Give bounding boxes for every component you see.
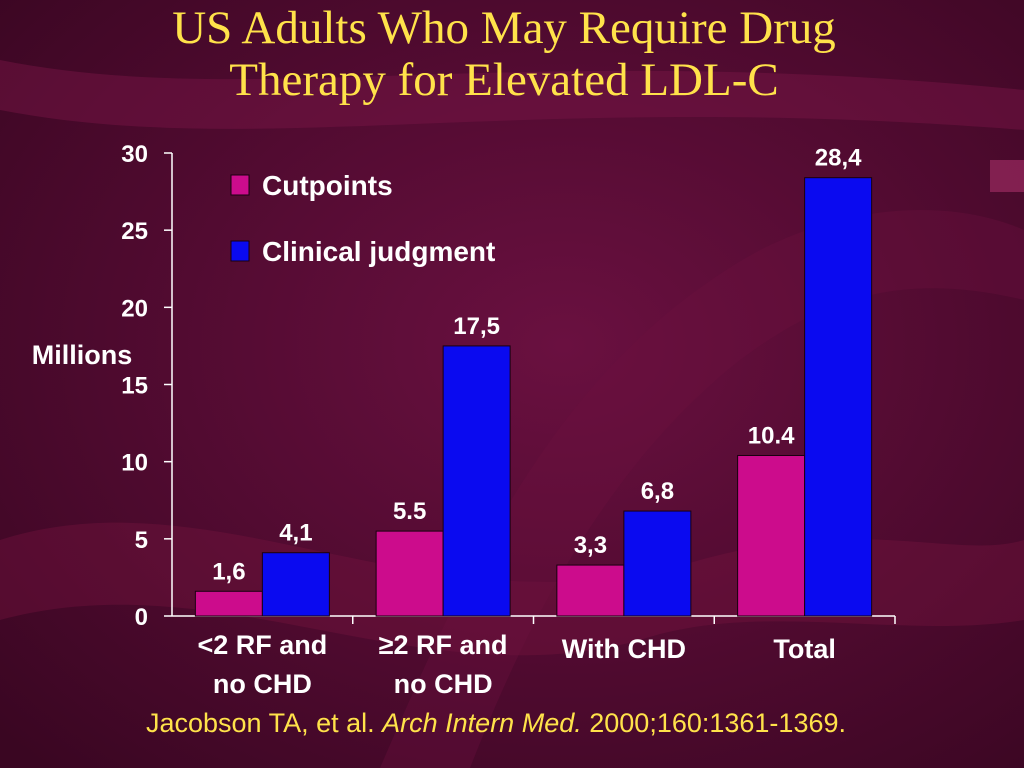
- x-category-label-line: no CHD: [213, 669, 312, 699]
- x-category-label: <2 RF and no CHD: [197, 630, 327, 699]
- legend-swatch: [230, 174, 250, 196]
- title-line-2: Therapy for Elevated LDL-C: [229, 54, 779, 106]
- x-category-label-line: With CHD: [562, 634, 686, 664]
- legend-label: Clinical judgment: [262, 236, 495, 267]
- data-label: 10.4: [748, 422, 795, 449]
- citation-authors: Jacobson TA, et al.: [145, 708, 375, 738]
- data-label: 17,5: [453, 313, 500, 340]
- legend-swatch: [230, 240, 250, 262]
- data-label: 5.5: [393, 498, 426, 525]
- y-tick-label: 10: [121, 450, 148, 477]
- y-tick-label: 15: [121, 373, 148, 400]
- citation-details: 2000;160:1361-1369.: [589, 708, 846, 738]
- y-tick-label: 0: [135, 604, 148, 631]
- bar-cutpoints: [737, 454, 806, 617]
- bar-clinical-judgment: [623, 510, 692, 617]
- x-category-label-line: no CHD: [394, 669, 493, 699]
- data-label: 6,8: [641, 478, 674, 505]
- bar-clinical-judgment: [442, 345, 511, 617]
- data-label: 28,4: [815, 145, 862, 172]
- data-label: 4,1: [279, 520, 312, 547]
- bar-cutpoints: [556, 564, 625, 617]
- y-tick-label: 25: [121, 218, 148, 245]
- title-line-1: US Adults Who May Require Drug: [172, 2, 836, 54]
- x-category-label: ≥2 RF and no CHD: [379, 630, 508, 699]
- x-category-label: With CHD: [562, 634, 686, 664]
- citation: Jacobson TA, et al. Arch Intern Med. 200…: [0, 708, 992, 739]
- y-axis-label: Millions: [32, 340, 133, 370]
- x-category-label-line: <2 RF and: [197, 630, 327, 660]
- bar-clinical-judgment: [804, 177, 873, 617]
- legend-label: Cutpoints: [262, 170, 393, 201]
- bar-cutpoints: [194, 590, 263, 617]
- data-label: 1,6: [212, 558, 245, 585]
- data-label: 3,3: [574, 532, 607, 559]
- x-category-label-line: Total: [773, 634, 836, 664]
- x-category-label-line: ≥2 RF and: [379, 630, 508, 660]
- y-tick-label: 20: [121, 295, 148, 322]
- x-category-label: Total: [773, 634, 836, 664]
- y-tick-label: 30: [121, 141, 148, 168]
- citation-journal: Arch Intern Med.: [382, 708, 582, 738]
- y-tick-label: 5: [135, 527, 148, 554]
- bar-cutpoints: [375, 530, 444, 617]
- bar-clinical-judgment: [261, 552, 330, 617]
- slide-title: US Adults Who May Require Drug Therapy f…: [0, 2, 1008, 106]
